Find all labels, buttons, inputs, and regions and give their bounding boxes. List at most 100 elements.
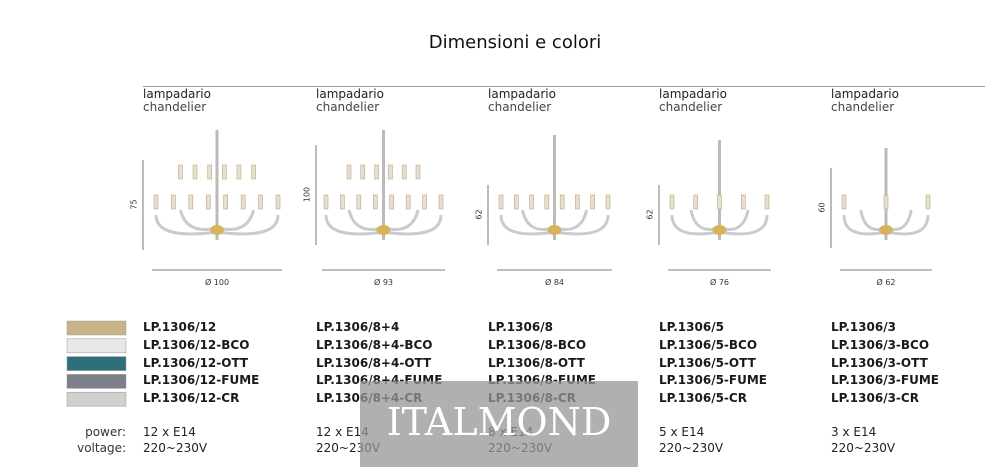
diameter: Ø 93 bbox=[373, 278, 394, 287]
title: Dimensioni e colori bbox=[428, 32, 602, 53]
voltage: 220~230V bbox=[143, 441, 208, 455]
type-it: lampadario bbox=[659, 87, 727, 101]
code: LP.1306/3-CR bbox=[831, 391, 919, 406]
candle bbox=[415, 164, 421, 180]
candle bbox=[356, 194, 362, 210]
bowl bbox=[376, 225, 391, 235]
candle bbox=[605, 194, 611, 210]
bowl bbox=[547, 225, 562, 235]
code: LP.1306/5-FUME bbox=[659, 373, 767, 388]
code: LP.1306/3-BCO bbox=[831, 337, 930, 352]
height: 100 bbox=[302, 186, 312, 203]
code: LP.1306/3 bbox=[831, 320, 896, 334]
code: LP.1306/8+4-OTT bbox=[316, 355, 432, 370]
candle bbox=[590, 194, 595, 210]
candle bbox=[669, 194, 675, 210]
type-en: chandelier bbox=[488, 100, 552, 114]
candle bbox=[222, 164, 227, 180]
type-it: lampadario bbox=[143, 87, 211, 101]
candle bbox=[323, 194, 329, 210]
code: LP.1306/12-OTT bbox=[143, 355, 249, 370]
type-it: lampadario bbox=[316, 87, 384, 101]
candle bbox=[841, 194, 847, 210]
code: LP.1306/8 bbox=[488, 320, 553, 334]
candle bbox=[575, 194, 580, 210]
candle bbox=[764, 194, 770, 210]
candle bbox=[741, 194, 746, 210]
bowl bbox=[879, 225, 893, 235]
bowl bbox=[210, 225, 224, 235]
swatch bbox=[66, 356, 127, 371]
code: LP.1306/12-FUME bbox=[143, 373, 260, 388]
candle bbox=[559, 194, 565, 210]
rule bbox=[143, 86, 985, 87]
power: 12 x E14 bbox=[316, 425, 369, 439]
candle bbox=[405, 194, 411, 210]
bowl bbox=[712, 225, 727, 235]
candle bbox=[388, 164, 393, 180]
candle bbox=[346, 164, 352, 180]
voltage: 220~230V bbox=[831, 441, 896, 455]
candle bbox=[529, 194, 534, 210]
candle bbox=[438, 194, 444, 210]
candle bbox=[206, 194, 211, 210]
watermark-box bbox=[360, 381, 638, 467]
height: 60 bbox=[817, 202, 827, 213]
type-en: chandelier bbox=[659, 100, 723, 114]
watermark: ITALMOND bbox=[386, 400, 612, 444]
code: LP.1306/5-CR bbox=[659, 391, 747, 406]
diameter: Ø 84 bbox=[544, 278, 565, 287]
type-en: chandelier bbox=[143, 100, 207, 114]
code: LP.1306/8+4-BCO bbox=[316, 337, 433, 352]
voltage: 220~230V bbox=[659, 441, 724, 455]
candle bbox=[498, 194, 504, 210]
power-label: power: bbox=[85, 425, 126, 439]
candle bbox=[925, 194, 931, 210]
code: LP.1306/5 bbox=[659, 320, 724, 334]
candle bbox=[389, 194, 394, 210]
code: LP.1306/3-OTT bbox=[831, 355, 928, 370]
power: 5 x E14 bbox=[659, 425, 705, 439]
candle bbox=[883, 194, 889, 210]
code: LP.1306/8+4 bbox=[316, 320, 400, 334]
power: 3 x E14 bbox=[831, 425, 877, 439]
candle bbox=[340, 194, 345, 210]
candle bbox=[153, 194, 159, 210]
height: 62 bbox=[645, 209, 655, 220]
candle bbox=[374, 164, 379, 180]
candle bbox=[544, 194, 550, 210]
code: LP.1306/3-FUME bbox=[831, 373, 939, 388]
candle bbox=[240, 194, 246, 210]
candle bbox=[717, 194, 722, 210]
code: LP.1306/12-CR bbox=[143, 391, 240, 406]
candle bbox=[275, 194, 281, 210]
candle bbox=[258, 194, 263, 210]
code: LP.1306/5-OTT bbox=[659, 355, 756, 370]
type-en: chandelier bbox=[831, 100, 895, 114]
candle bbox=[223, 194, 228, 210]
candle bbox=[188, 194, 194, 210]
swatch bbox=[66, 338, 127, 354]
code: LP.1306/5-BCO bbox=[659, 337, 758, 352]
diameter: Ø 100 bbox=[204, 278, 230, 287]
code: LP.1306/12-BCO bbox=[143, 337, 250, 352]
candle bbox=[251, 164, 256, 180]
candle bbox=[192, 164, 198, 180]
height: 75 bbox=[129, 199, 139, 210]
swatch bbox=[66, 320, 127, 336]
swatch bbox=[66, 391, 127, 407]
candle bbox=[207, 164, 212, 180]
height: 62 bbox=[474, 209, 484, 220]
candle bbox=[401, 164, 407, 180]
code: LP.1306/12 bbox=[143, 320, 217, 334]
candle bbox=[514, 194, 519, 210]
candle bbox=[236, 164, 242, 180]
voltage-label: voltage: bbox=[77, 441, 126, 455]
candle bbox=[360, 164, 366, 180]
code: LP.1306/8-BCO bbox=[488, 337, 587, 352]
power: 12 x E14 bbox=[143, 425, 196, 439]
type-en: chandelier bbox=[316, 100, 380, 114]
candle bbox=[373, 194, 378, 210]
